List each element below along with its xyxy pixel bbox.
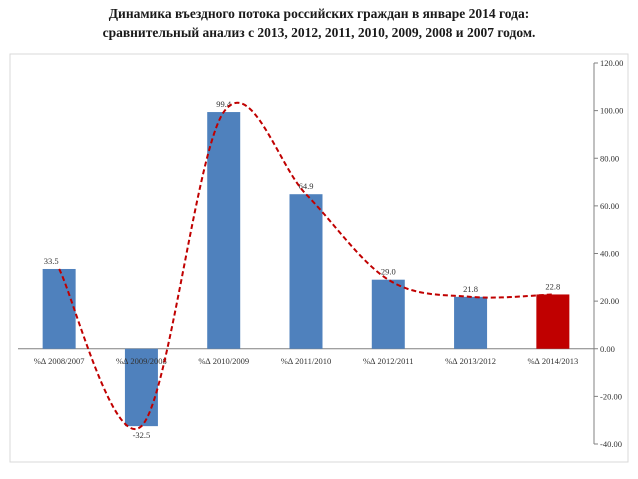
- x-tick-label: %∆ 2014/2013: [527, 356, 578, 366]
- chart-title-line-1: Динамика въездного потока российских гра…: [108, 6, 530, 21]
- y-tick-label: 40.00: [600, 249, 619, 259]
- y-tick-label: 20.00: [600, 296, 619, 306]
- chart-frame: [9, 53, 629, 463]
- y-tick-label: -20.00: [600, 391, 622, 401]
- data-label: 22.8: [545, 281, 560, 291]
- bar: [42, 268, 76, 349]
- data-label: 21.8: [463, 284, 478, 294]
- x-tick-label: %∆ 2013/2012: [445, 356, 496, 366]
- y-tick-label: 80.00: [600, 153, 619, 163]
- x-tick-label: %∆ 2009/2008: [116, 356, 167, 366]
- bar: [289, 194, 323, 349]
- trend-line: [58, 101, 553, 430]
- bar: [371, 279, 405, 349]
- bar: [124, 348, 158, 427]
- data-label: -32.5: [133, 430, 151, 440]
- bar: [454, 296, 488, 349]
- chart-title-line-2: сравнительный анализ с 2013, 2012, 2011,…: [102, 25, 536, 40]
- x-tick-label: %∆ 2011/2010: [281, 356, 331, 366]
- y-tick-label: 120.00: [600, 58, 623, 68]
- y-tick-label: 60.00: [600, 201, 619, 211]
- x-tick-label: %∆ 2008/2007: [34, 356, 85, 366]
- data-label: 33.5: [44, 256, 59, 266]
- y-tick-label: 100.00: [600, 106, 623, 116]
- y-tick-label: -40.00: [600, 439, 622, 449]
- bar: [207, 112, 241, 349]
- data-label: 29.0: [381, 267, 396, 277]
- bar-highlight: [536, 294, 570, 349]
- data-label: 64.9: [299, 181, 314, 191]
- y-tick-label: 0.00: [600, 344, 615, 354]
- chart-title: Динамика въездного потока российских гра…: [0, 4, 638, 42]
- data-label: 99.4: [216, 99, 232, 109]
- x-tick-label: %∆ 2010/2009: [198, 356, 249, 366]
- x-tick-label: %∆ 2012/2011: [363, 356, 413, 366]
